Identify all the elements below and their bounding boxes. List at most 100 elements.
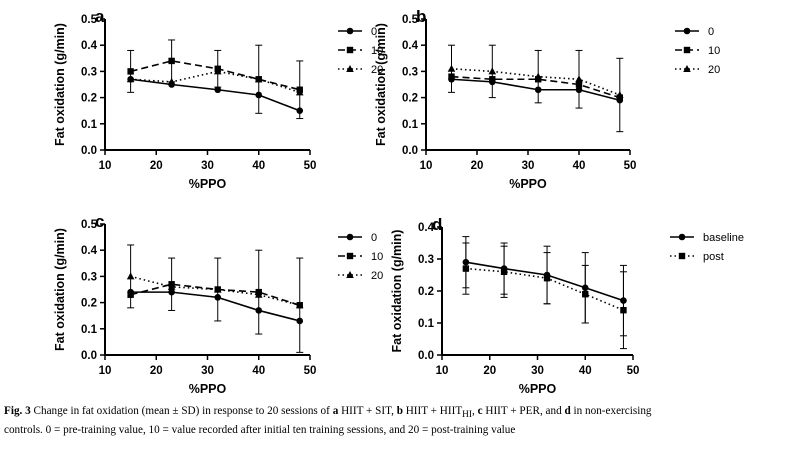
data-point <box>213 67 222 75</box>
series-20 <box>126 244 304 309</box>
x-axis-label: %PPO <box>519 382 557 396</box>
legend-label: 0 <box>371 232 377 244</box>
legend-label: 10 <box>371 45 383 57</box>
data-point <box>127 68 134 75</box>
x-tick-label: 30 <box>531 365 544 377</box>
x-tick-label: 50 <box>624 160 637 172</box>
y-tick-label: 0.3 <box>418 254 434 266</box>
caption-line-2: controls. 0 = pre-training value, 10 = v… <box>4 423 516 436</box>
series-20 <box>447 44 624 133</box>
x-tick-label: 30 <box>201 365 214 377</box>
legend-marker <box>346 46 354 54</box>
y-tick-label: 0.1 <box>81 324 98 336</box>
caption-d-text: in non-exercising <box>573 405 652 417</box>
x-tick-label: 10 <box>436 365 449 377</box>
data-point <box>500 268 508 275</box>
y-tick-label: 0.3 <box>81 271 97 283</box>
data-point <box>167 282 176 290</box>
legend-label: post <box>703 251 724 263</box>
data-point <box>462 265 470 272</box>
x-axis-label: %PPO <box>509 177 547 191</box>
caption-d-label: d <box>564 405 571 417</box>
caption-a-text: HIIT + SIT, <box>341 405 394 417</box>
series-baseline <box>462 236 627 337</box>
y-tick-label: 0.4 <box>81 245 98 257</box>
legend-label: 20 <box>708 64 720 76</box>
legend-marker <box>346 271 354 278</box>
caption-c-text: HIIT + PER, and <box>485 405 562 417</box>
x-tick-label: 20 <box>471 160 484 172</box>
x-tick-label: 30 <box>522 160 535 172</box>
x-axis-label: %PPO <box>189 177 227 191</box>
series-line <box>130 60 300 91</box>
caption-b-sub: HI <box>462 410 472 421</box>
caption-b-label: b <box>396 405 403 417</box>
data-point <box>254 75 263 83</box>
y-tick-label: 0.0 <box>418 350 434 362</box>
y-axis-label: Fat oxidation (g/min) <box>390 230 404 353</box>
y-tick-label: 0.5 <box>402 14 419 26</box>
series-line <box>451 67 621 96</box>
panel-label: c <box>95 212 104 231</box>
y-tick-label: 0.5 <box>81 14 98 26</box>
data-point <box>488 67 497 75</box>
x-tick-label: 40 <box>252 160 265 172</box>
series-0 <box>127 288 304 325</box>
x-tick-label: 40 <box>252 365 265 377</box>
data-point <box>534 72 542 80</box>
y-axis-label: Fat oxidation (g/min) <box>53 228 67 351</box>
y-tick-label: 0.2 <box>418 286 434 298</box>
series-10 <box>127 249 304 353</box>
legend-marker <box>346 65 354 72</box>
data-point <box>582 291 589 298</box>
panel-label: d <box>432 215 442 234</box>
chart-panel-b: 0.0 0.1 0.2 0.3 0.4 0.5 10 20 30 40 50 %PPO Fat oxid… <box>374 7 720 191</box>
y-tick-label: 0.3 <box>81 66 97 78</box>
y-tick-label: 0.0 <box>81 350 97 362</box>
panel-label: b <box>416 7 426 26</box>
x-tick-label: 10 <box>99 160 112 172</box>
y-tick-label: 0.0 <box>81 145 97 157</box>
chart-panel-a: 0.0 0.1 0.2 0.3 0.4 0.5 10 20 30 40 50 %PPO Fat oxid… <box>53 7 383 191</box>
figure: 0.0 0.1 0.2 0.3 0.4 0.5 10 20 30 40 50 %PPO Fat oxid… <box>53 7 744 396</box>
x-tick-label: 20 <box>483 365 496 377</box>
x-tick-label: 50 <box>304 160 317 172</box>
y-tick-label: 0.2 <box>81 93 97 105</box>
y-axis-label: Fat oxidation (g/min) <box>53 23 67 146</box>
series-line <box>465 261 624 302</box>
series-line <box>130 275 300 306</box>
legend-marker <box>678 233 686 241</box>
x-tick-label: 50 <box>627 365 640 377</box>
y-tick-label: 0.2 <box>81 298 97 310</box>
legend-marker <box>683 46 691 54</box>
series-0 <box>127 75 304 114</box>
legend-label: 20 <box>371 270 383 282</box>
data-point <box>167 77 176 85</box>
x-tick-label: 10 <box>99 365 112 377</box>
y-tick-label: 0.2 <box>402 93 418 105</box>
x-tick-label: 20 <box>150 365 163 377</box>
legend-label: baseline <box>703 232 744 244</box>
series-post <box>462 242 627 350</box>
y-tick-label: 0.4 <box>81 40 98 52</box>
chart-panel-d: 0.0 0.1 0.2 0.3 0.4 10 20 30 40 50 %PPO Fat oxidati… <box>390 215 744 396</box>
y-tick-label: 0.4 <box>418 222 435 234</box>
data-point <box>575 75 583 83</box>
data-point <box>616 90 624 98</box>
series-line <box>451 75 621 99</box>
legend-label: 10 <box>708 45 720 57</box>
y-tick-label: 0.1 <box>418 318 435 330</box>
series-20 <box>126 67 304 96</box>
caption-line-1: Fig. 3 Change in fat oxidation (mean ± S… <box>4 404 796 423</box>
legend-marker <box>346 233 354 241</box>
x-tick-label: 10 <box>420 160 433 172</box>
y-tick-label: 0.0 <box>402 145 418 157</box>
chart-panel-c: 0.0 0.1 0.2 0.3 0.4 0.5 10 20 30 40 50 %PPO Fat oxid… <box>53 212 383 396</box>
series-10 <box>127 39 304 120</box>
data-point <box>168 57 175 65</box>
figure-caption: Fig. 3 Change in fat oxidation (mean ± S… <box>4 404 796 437</box>
caption-c-label: c <box>477 405 483 417</box>
legend-label: 0 <box>708 26 714 38</box>
legend-marker <box>683 27 691 35</box>
x-tick-label: 20 <box>150 160 163 172</box>
